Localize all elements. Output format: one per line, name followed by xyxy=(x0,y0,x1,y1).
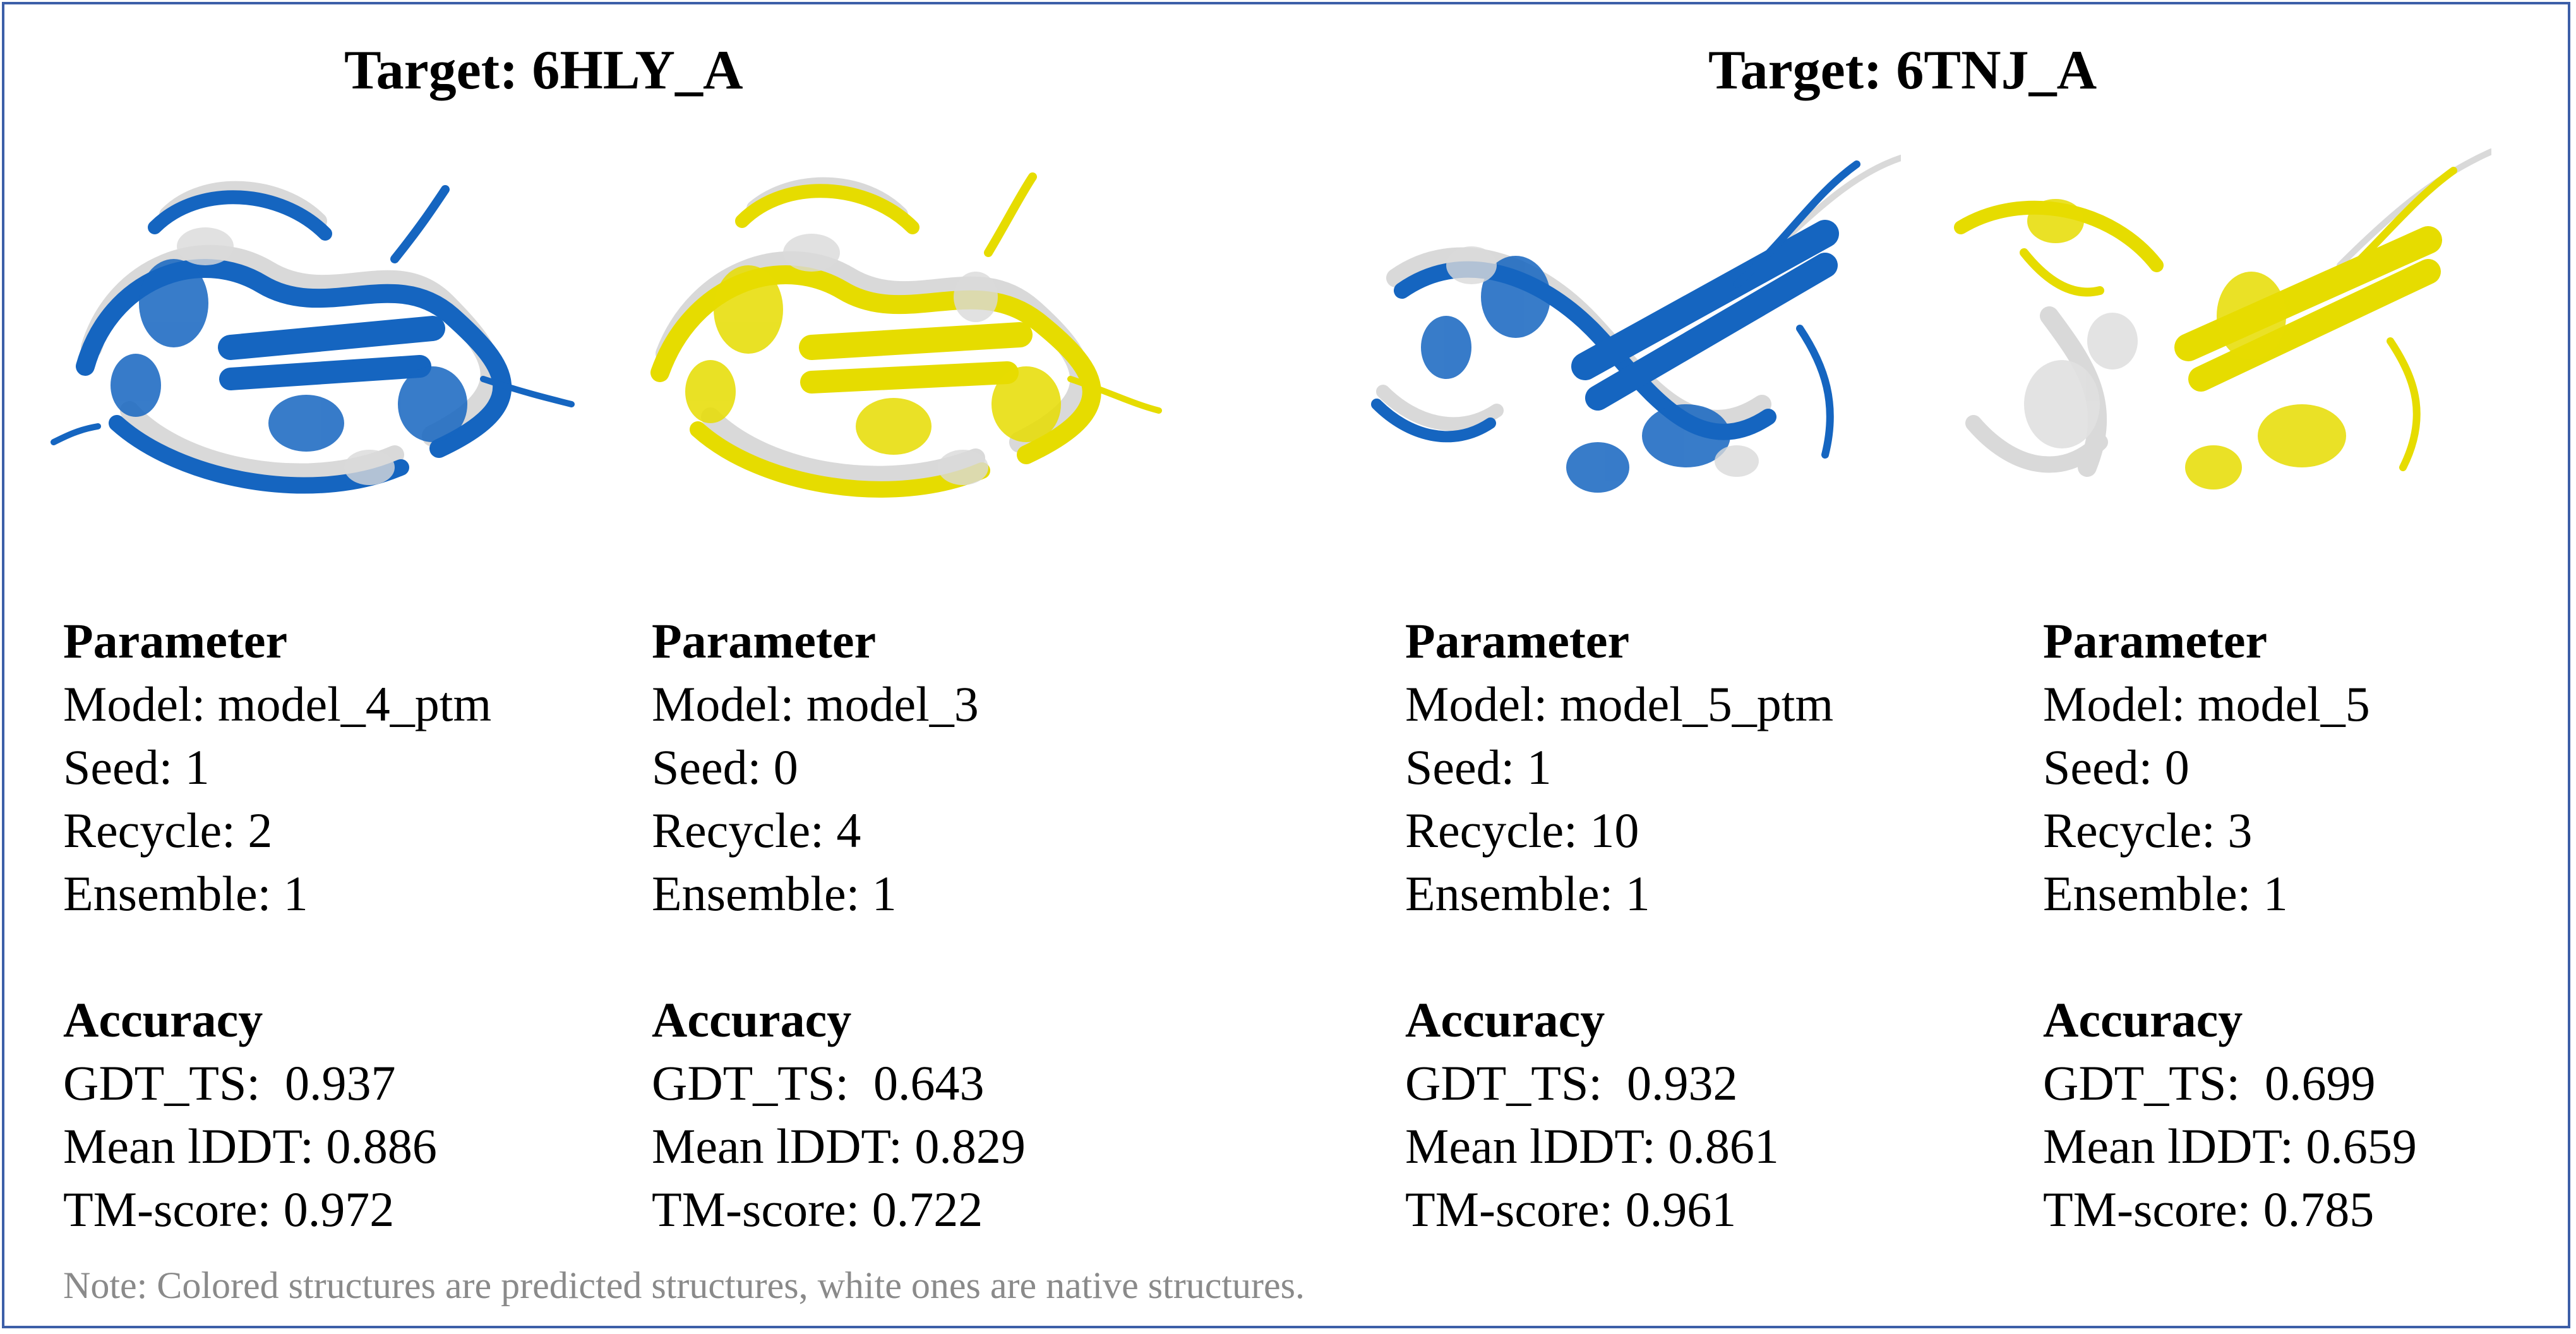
figure-note: Note: Colored structures are predicted s… xyxy=(63,1265,1305,1306)
panel-6tnj-model5: Parameter Model: model_5 Seed: 0 Recycle… xyxy=(2043,610,2417,1241)
mean-lddt-value: Mean lDDT: 0.659 xyxy=(2043,1119,2417,1174)
ensemble-value: Ensemble: 1 xyxy=(2043,866,2288,921)
tm-score-value: TM-score: 0.972 xyxy=(63,1182,395,1237)
recycle-value: Recycle: 10 xyxy=(1405,803,1639,858)
target-title-6tnj: Target: 6TNJ_A xyxy=(1708,40,2097,101)
protein-ribbon-image xyxy=(1371,155,1901,493)
tm-score-value: TM-score: 0.961 xyxy=(1405,1182,1737,1237)
model-value: Model: model_5 xyxy=(2043,676,2370,731)
structure-6hly-model4ptm xyxy=(41,139,584,531)
accuracy-heading: Accuracy xyxy=(652,992,852,1047)
parameter-heading: Parameter xyxy=(2043,613,2268,668)
recycle-value: Recycle: 4 xyxy=(652,803,861,858)
recycle-value: Recycle: 2 xyxy=(63,803,273,858)
gdt-ts-value: GDT_TS: 0.937 xyxy=(63,1055,396,1110)
tm-score-value: TM-score: 0.785 xyxy=(2043,1182,2375,1237)
seed-value: Seed: 0 xyxy=(2043,740,2190,795)
accuracy-heading: Accuracy xyxy=(2043,992,2243,1047)
seed-value: Seed: 1 xyxy=(63,740,210,795)
accuracy-heading: Accuracy xyxy=(1405,992,1605,1047)
structure-6hly-model3 xyxy=(622,139,1165,531)
model-value: Model: model_3 xyxy=(652,676,979,731)
gdt-ts-value: GDT_TS: 0.699 xyxy=(2043,1055,2376,1110)
recycle-value: Recycle: 3 xyxy=(2043,803,2253,858)
tm-score-value: TM-score: 0.722 xyxy=(652,1182,983,1237)
parameter-heading: Parameter xyxy=(1405,613,1630,668)
gdt-ts-value: GDT_TS: 0.932 xyxy=(1405,1055,1738,1110)
protein-ribbon-image xyxy=(1954,148,2491,490)
protein-ribbon-image xyxy=(51,181,575,494)
seed-value: Seed: 1 xyxy=(1405,740,1552,795)
structure-6tnj-model5 xyxy=(1948,139,2491,531)
parameter-heading: Parameter xyxy=(63,613,288,668)
mean-lddt-value: Mean lDDT: 0.829 xyxy=(652,1119,1026,1174)
ensemble-value: Ensemble: 1 xyxy=(63,866,308,921)
panel-6hly-model4ptm: Parameter Model: model_4_ptm Seed: 1 Rec… xyxy=(63,610,491,1241)
structure-6tnj-model5ptm xyxy=(1358,139,1901,531)
model-value: Model: model_5_ptm xyxy=(1405,676,1834,731)
accuracy-heading: Accuracy xyxy=(63,992,263,1047)
mean-lddt-value: Mean lDDT: 0.861 xyxy=(1405,1119,1779,1174)
model-value: Model: model_4_ptm xyxy=(63,676,492,731)
protein-ribbon-image xyxy=(650,172,1162,498)
panel-6tnj-model5ptm: Parameter Model: model_5_ptm Seed: 1 Rec… xyxy=(1405,610,1833,1241)
mean-lddt-value: Mean lDDT: 0.886 xyxy=(63,1119,437,1174)
ensemble-value: Ensemble: 1 xyxy=(1405,866,1650,921)
parameter-heading: Parameter xyxy=(652,613,877,668)
gdt-ts-value: GDT_TS: 0.643 xyxy=(652,1055,985,1110)
seed-value: Seed: 0 xyxy=(652,740,798,795)
panel-6hly-model3: Parameter Model: model_3 Seed: 0 Recycle… xyxy=(652,610,1026,1241)
ensemble-value: Ensemble: 1 xyxy=(652,866,897,921)
target-title-6hly: Target: 6HLY_A xyxy=(344,40,743,101)
